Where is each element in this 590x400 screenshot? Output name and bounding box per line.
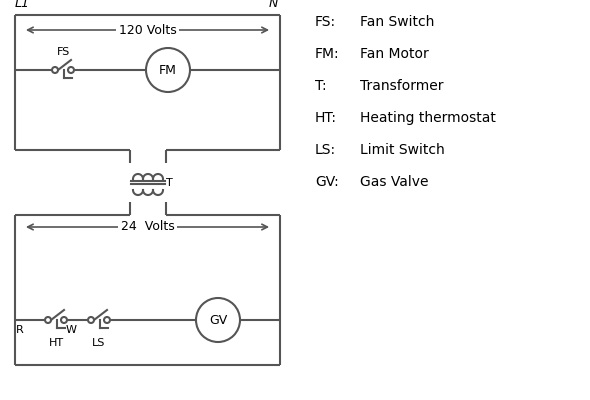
Text: 120 Volts: 120 Volts bbox=[119, 24, 176, 36]
Text: Limit Switch: Limit Switch bbox=[360, 143, 445, 157]
Text: L1: L1 bbox=[15, 0, 30, 10]
Circle shape bbox=[68, 67, 74, 73]
Text: 24  Volts: 24 Volts bbox=[120, 220, 175, 234]
Text: W: W bbox=[66, 325, 77, 335]
Text: Transformer: Transformer bbox=[360, 79, 444, 93]
Circle shape bbox=[52, 67, 58, 73]
Circle shape bbox=[88, 317, 94, 323]
Circle shape bbox=[61, 317, 67, 323]
Text: FM: FM bbox=[159, 64, 177, 76]
Text: T:: T: bbox=[315, 79, 327, 93]
Text: Heating thermostat: Heating thermostat bbox=[360, 111, 496, 125]
Circle shape bbox=[45, 317, 51, 323]
Text: Gas Valve: Gas Valve bbox=[360, 175, 428, 189]
Text: GV: GV bbox=[209, 314, 227, 326]
Text: FS:: FS: bbox=[315, 15, 336, 29]
Text: R: R bbox=[16, 325, 24, 335]
Text: HT: HT bbox=[48, 338, 64, 348]
Text: GV:: GV: bbox=[315, 175, 339, 189]
Text: FS: FS bbox=[57, 47, 70, 57]
Text: N: N bbox=[268, 0, 278, 10]
Text: Fan Motor: Fan Motor bbox=[360, 47, 429, 61]
Text: LS:: LS: bbox=[315, 143, 336, 157]
Text: FM:: FM: bbox=[315, 47, 340, 61]
Circle shape bbox=[104, 317, 110, 323]
Text: LS: LS bbox=[92, 338, 106, 348]
Text: HT:: HT: bbox=[315, 111, 337, 125]
Text: Fan Switch: Fan Switch bbox=[360, 15, 434, 29]
Text: T: T bbox=[166, 178, 173, 188]
